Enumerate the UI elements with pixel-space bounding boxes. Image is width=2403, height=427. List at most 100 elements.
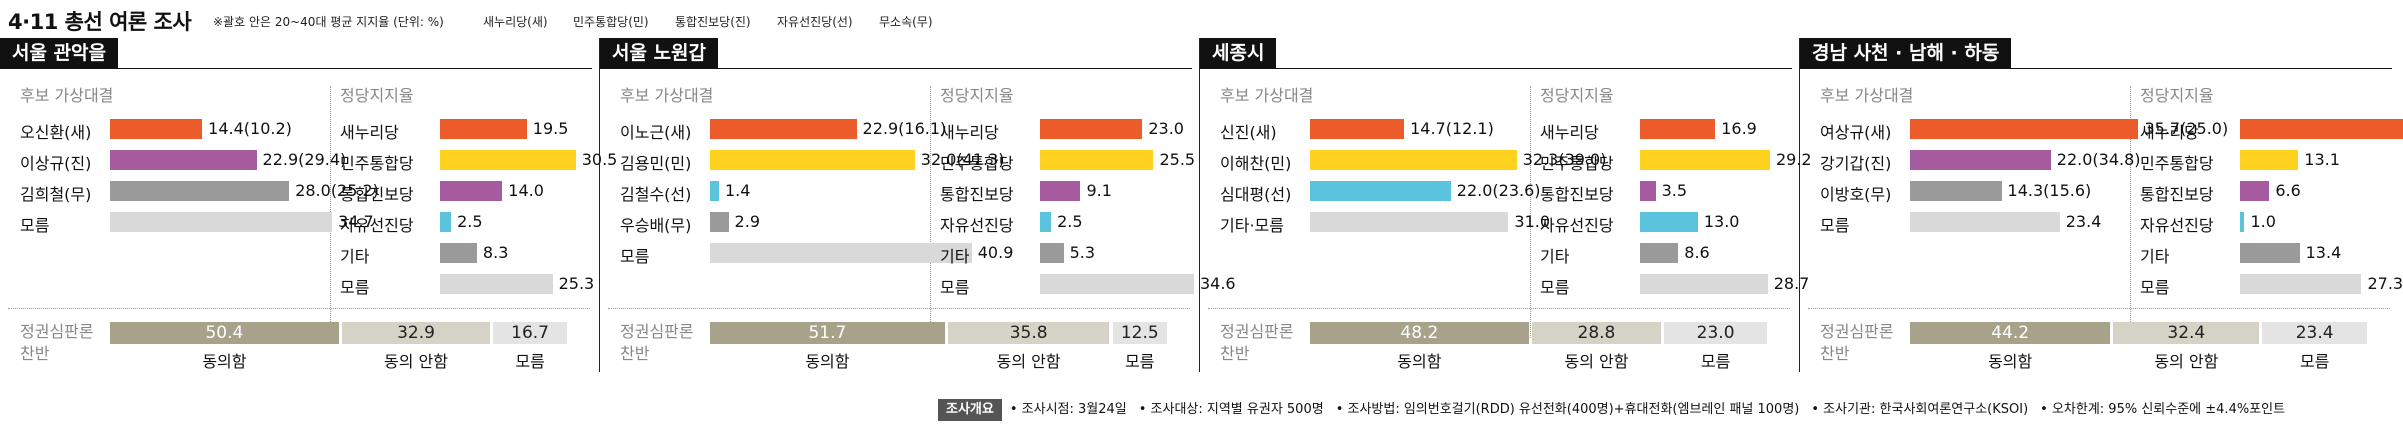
- candidate-header: 후보 가상대결: [1820, 86, 1914, 105]
- candidate-value: 1.4: [724, 181, 751, 200]
- party-value: 8.3: [482, 243, 509, 262]
- party-name: 새누리당: [340, 123, 399, 142]
- party-bar: [1640, 150, 1770, 170]
- party-value: 28.7: [1773, 274, 1810, 293]
- party-legend-seonjin: 자유선진당(선): [777, 15, 853, 29]
- candidate-bar: [1310, 119, 1405, 139]
- party-bar: [1640, 274, 1768, 294]
- judgment-label-1: 정권심판론: [20, 322, 94, 341]
- survey-target: • 조사대상: 지역별 유권자 500명: [1138, 402, 1324, 417]
- party-value: 25.3: [558, 274, 595, 293]
- judgment-agree-caption: 동의함: [1397, 352, 1442, 371]
- region-panel: 세종시 후보 가상대결 정당지지율 신진(새) 14.7(12.1) 이해찬(민) 32.3…: [1200, 38, 1812, 372]
- candidate-name: 강기갑(진): [1820, 154, 1892, 173]
- judgment-divider: [608, 308, 1190, 309]
- party-header: 정당지지율: [340, 86, 414, 105]
- section-divider: [2130, 86, 2131, 338]
- party-bar: [2240, 274, 2362, 294]
- party-name: 기타: [2140, 247, 2170, 266]
- judgment-label-2: 찬반: [1220, 344, 1250, 363]
- candidate-value: 34.7: [338, 212, 374, 231]
- candidate-bar: [710, 119, 857, 139]
- candidate-bar: [1910, 150, 2051, 170]
- candidate-bar: [1910, 212, 2060, 232]
- judgment-disagree-bar: 35.8: [947, 322, 1110, 344]
- party-bar: [2240, 150, 2299, 170]
- party-value: 9.1: [1086, 181, 1112, 200]
- candidate-name: 심대평(선): [1220, 185, 1292, 204]
- party-bar: [440, 150, 576, 170]
- party-bar: [2240, 181, 2270, 201]
- party-bar: [2240, 212, 2245, 232]
- judgment-agree-bar: 50.4: [110, 322, 339, 344]
- survey-date: • 조사시점: 3월24일: [1009, 402, 1127, 417]
- panel-separator: [1199, 38, 1200, 372]
- judgment-disagree-caption: 동의 안함: [1564, 352, 1629, 371]
- candidate-bar: [110, 181, 290, 201]
- region-rule: [1200, 68, 1792, 69]
- region-panel: 서울 노원갑 후보 가상대결 정당지지율 이노근(새) 22.9(16.1) 김용민(민)…: [600, 38, 1236, 372]
- party-legend-independent: 무소속(무): [879, 15, 933, 29]
- candidate-name: 이해찬(민): [1220, 154, 1292, 173]
- section-divider: [1530, 86, 1531, 338]
- judgment-label-2: 찬반: [1820, 344, 1850, 363]
- party-bar: [440, 243, 477, 263]
- region-title: 경남 사천 · 남해 · 하동: [1800, 38, 2012, 68]
- party-value: 1.0: [2250, 212, 2276, 231]
- party-name: 민주통합당: [940, 154, 1014, 173]
- candidate-name: 모름: [1820, 216, 1850, 235]
- judgment-disagree-caption: 동의 안함: [384, 352, 448, 371]
- candidate-value: 23.4: [2065, 212, 2102, 231]
- party-name: 모름: [940, 278, 970, 297]
- party-value: 13.1: [2304, 150, 2340, 169]
- candidate-name: 김희철(무): [20, 185, 92, 204]
- candidate-bar: [710, 243, 972, 263]
- judgment-label-2: 찬반: [20, 344, 50, 363]
- party-value: 34.6: [1199, 274, 1236, 293]
- judgment-divider: [1208, 308, 1790, 309]
- candidate-bar: [1910, 119, 2139, 139]
- party-bar: [1040, 274, 1194, 294]
- candidate-bar: [710, 181, 719, 201]
- candidate-value: 40.9: [977, 243, 1014, 262]
- candidate-value: 22.0(23.6): [1456, 181, 1541, 200]
- judgment-disagree-bar: 32.4: [2113, 322, 2260, 344]
- page-title: 4·11 총선 여론 조사: [8, 10, 192, 34]
- section-divider: [930, 86, 931, 338]
- candidate-bar: [1310, 181, 1451, 201]
- candidate-value: 28.0(25.2): [295, 181, 379, 200]
- party-legend-minju: 민주통합당(민): [573, 15, 649, 29]
- party-bar: [1040, 119, 1143, 139]
- judgment-label-1: 정권심판론: [620, 322, 694, 341]
- judgment-agree-bar: 44.2: [1910, 322, 2111, 344]
- party-bar: [1040, 212, 1052, 232]
- party-name: 자유선진당: [1540, 216, 1614, 235]
- party-value: 6.6: [2275, 181, 2301, 200]
- party-bar: [440, 212, 452, 232]
- judgment-label-1: 정권심판론: [1220, 322, 1294, 341]
- party-value: 27.3: [2367, 274, 2403, 293]
- candidate-value: 31.0: [1514, 212, 1551, 231]
- party-value: 14.0: [508, 181, 544, 200]
- judgment-agree-caption: 동의함: [202, 352, 247, 371]
- party-value: 16.9: [1721, 119, 1757, 138]
- party-name: 민주통합당: [2140, 154, 2214, 173]
- judgment-unknown-caption: 모름: [1700, 352, 1731, 371]
- party-bar: [1040, 243, 1064, 263]
- party-name: 모름: [2140, 278, 2170, 297]
- party-legend-jinbo: 통합진보당(진): [675, 15, 751, 29]
- candidate-value: 22.0(34.8): [2056, 150, 2141, 169]
- candidate-value: 14.7(12.1): [1410, 119, 1494, 138]
- candidate-value: 32.3(39.0): [1522, 150, 1607, 169]
- judgment-unknown-bar: 16.7: [493, 322, 567, 344]
- judgment-disagree-caption: 동의 안함: [996, 352, 1061, 371]
- party-name: 새누리당: [1540, 123, 1599, 142]
- candidate-name: 우승배(무): [620, 216, 692, 235]
- region-title: 세종시: [1200, 38, 1277, 68]
- party-name: 기타: [340, 247, 370, 266]
- party-value: 8.6: [1684, 243, 1710, 262]
- candidate-bar: [1310, 212, 1509, 232]
- party-name: 통합진보당: [2140, 185, 2214, 204]
- region-title: 서울 노원갑: [600, 38, 719, 68]
- party-value: 23.0: [1148, 119, 1184, 138]
